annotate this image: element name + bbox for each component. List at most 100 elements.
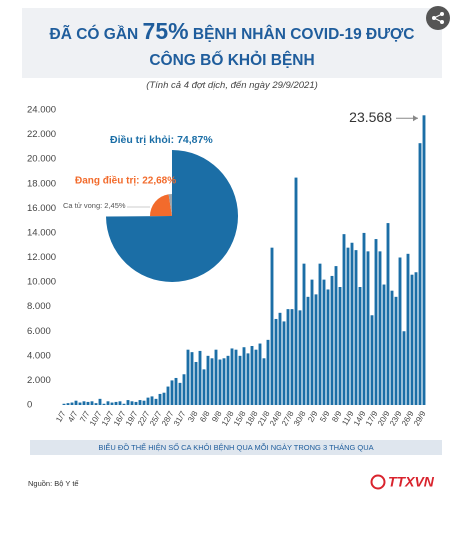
bar (242, 347, 246, 405)
bar (86, 401, 90, 405)
share-circle[interactable] (426, 6, 450, 30)
bar (370, 315, 374, 405)
bar (78, 402, 82, 405)
bar (170, 380, 174, 405)
bar (174, 377, 178, 405)
bar (330, 275, 334, 405)
bar (362, 232, 366, 405)
bar (162, 392, 166, 405)
bar (394, 296, 398, 405)
pie-label: Ca tử vong: 2,45% (63, 201, 126, 210)
bar (366, 251, 370, 405)
bar (222, 358, 226, 405)
bar (266, 339, 270, 405)
bar (210, 358, 214, 405)
x-tick-label: 31/7 (172, 409, 188, 427)
bar (270, 247, 274, 405)
bar (226, 355, 230, 405)
bar (274, 318, 278, 405)
bar (334, 266, 338, 405)
caption: BIỂU ĐỒ THỂ HIỆN SỐ CA KHỎI BỆNH QUA MỖI… (98, 442, 373, 452)
bar (114, 401, 118, 405)
title: ĐÃ CÓ GẦN (49, 26, 139, 43)
bar (130, 401, 134, 405)
bar (346, 247, 350, 405)
bar (254, 349, 258, 405)
bar (422, 115, 426, 405)
bar (298, 310, 302, 405)
bar (318, 263, 322, 405)
bar (90, 401, 94, 405)
bar (110, 402, 114, 405)
bar (310, 279, 314, 405)
y-tick-label: 0 (27, 400, 32, 411)
x-tick-label: 5/9 (318, 409, 332, 424)
share-button[interactable] (426, 6, 450, 30)
annotation-arrowhead (413, 115, 418, 122)
bar (382, 284, 386, 405)
bar (70, 402, 74, 405)
bar (238, 355, 242, 405)
bar (198, 350, 202, 405)
bar (122, 403, 126, 405)
bar (398, 257, 402, 405)
bar (202, 369, 206, 405)
y-tick-label: 12.000 (27, 252, 56, 263)
bar (102, 403, 106, 405)
x-tick-label: 29/9 (412, 409, 428, 427)
bar (358, 287, 362, 405)
bar (350, 242, 354, 405)
bar (218, 359, 222, 405)
title: BỆNH NHÂN COVID-19 ĐƯỢC (192, 26, 415, 43)
bar (406, 253, 410, 405)
y-tick-label: 8.000 (27, 301, 51, 312)
bar (390, 290, 394, 405)
y-tick-label: 18.000 (27, 178, 56, 189)
y-tick-label: 2.000 (27, 375, 51, 386)
bar (282, 321, 286, 405)
bar (374, 239, 378, 405)
caption-band (30, 440, 442, 455)
bar (326, 289, 330, 405)
pie-slice (168, 194, 172, 216)
x-tick-label: 6/8 (198, 409, 212, 424)
y-tick-label: 6.000 (27, 326, 51, 337)
title: CÔNG BỐ KHỎI BỆNH (149, 52, 315, 69)
bar (150, 396, 154, 405)
bar (166, 386, 170, 405)
bar (206, 355, 210, 405)
bar (294, 177, 298, 405)
bar (286, 309, 290, 405)
bar (154, 398, 158, 405)
y-tick-label: 20.000 (27, 154, 56, 165)
bar (94, 403, 98, 405)
bar (338, 287, 342, 405)
bar (98, 398, 102, 405)
logo: TTXVN (388, 474, 435, 490)
title-highlight: 75% (142, 18, 189, 44)
bar (250, 346, 254, 405)
logo-icon (370, 474, 386, 490)
bar (262, 358, 266, 405)
bar (386, 223, 390, 405)
y-tick-label: 24.000 (27, 105, 56, 116)
bar (126, 400, 130, 405)
header: ĐÃ CÓ GẦN 75% BỆNH NHÂN COVID-19 ĐƯỢC CÔ… (22, 8, 442, 78)
y-tick-label: 10.000 (27, 277, 56, 288)
bar (134, 401, 138, 405)
bar (414, 272, 418, 405)
bar (74, 400, 78, 405)
bar (258, 343, 262, 405)
y-tick-label: 4.000 (27, 350, 51, 361)
bar (82, 401, 86, 405)
bar (418, 143, 422, 405)
bar (106, 401, 110, 405)
bar (306, 296, 310, 405)
pie-label: Đang điều trị: 22,68% (75, 175, 176, 187)
source: Nguồn: Bộ Y tế (28, 479, 79, 488)
subtitle: (Tính cả 4 đợt dịch, đến ngày 29/9/2021) (146, 80, 318, 91)
x-tick-label: 4/7 (66, 409, 80, 424)
bar (302, 263, 306, 405)
bar (410, 274, 414, 405)
